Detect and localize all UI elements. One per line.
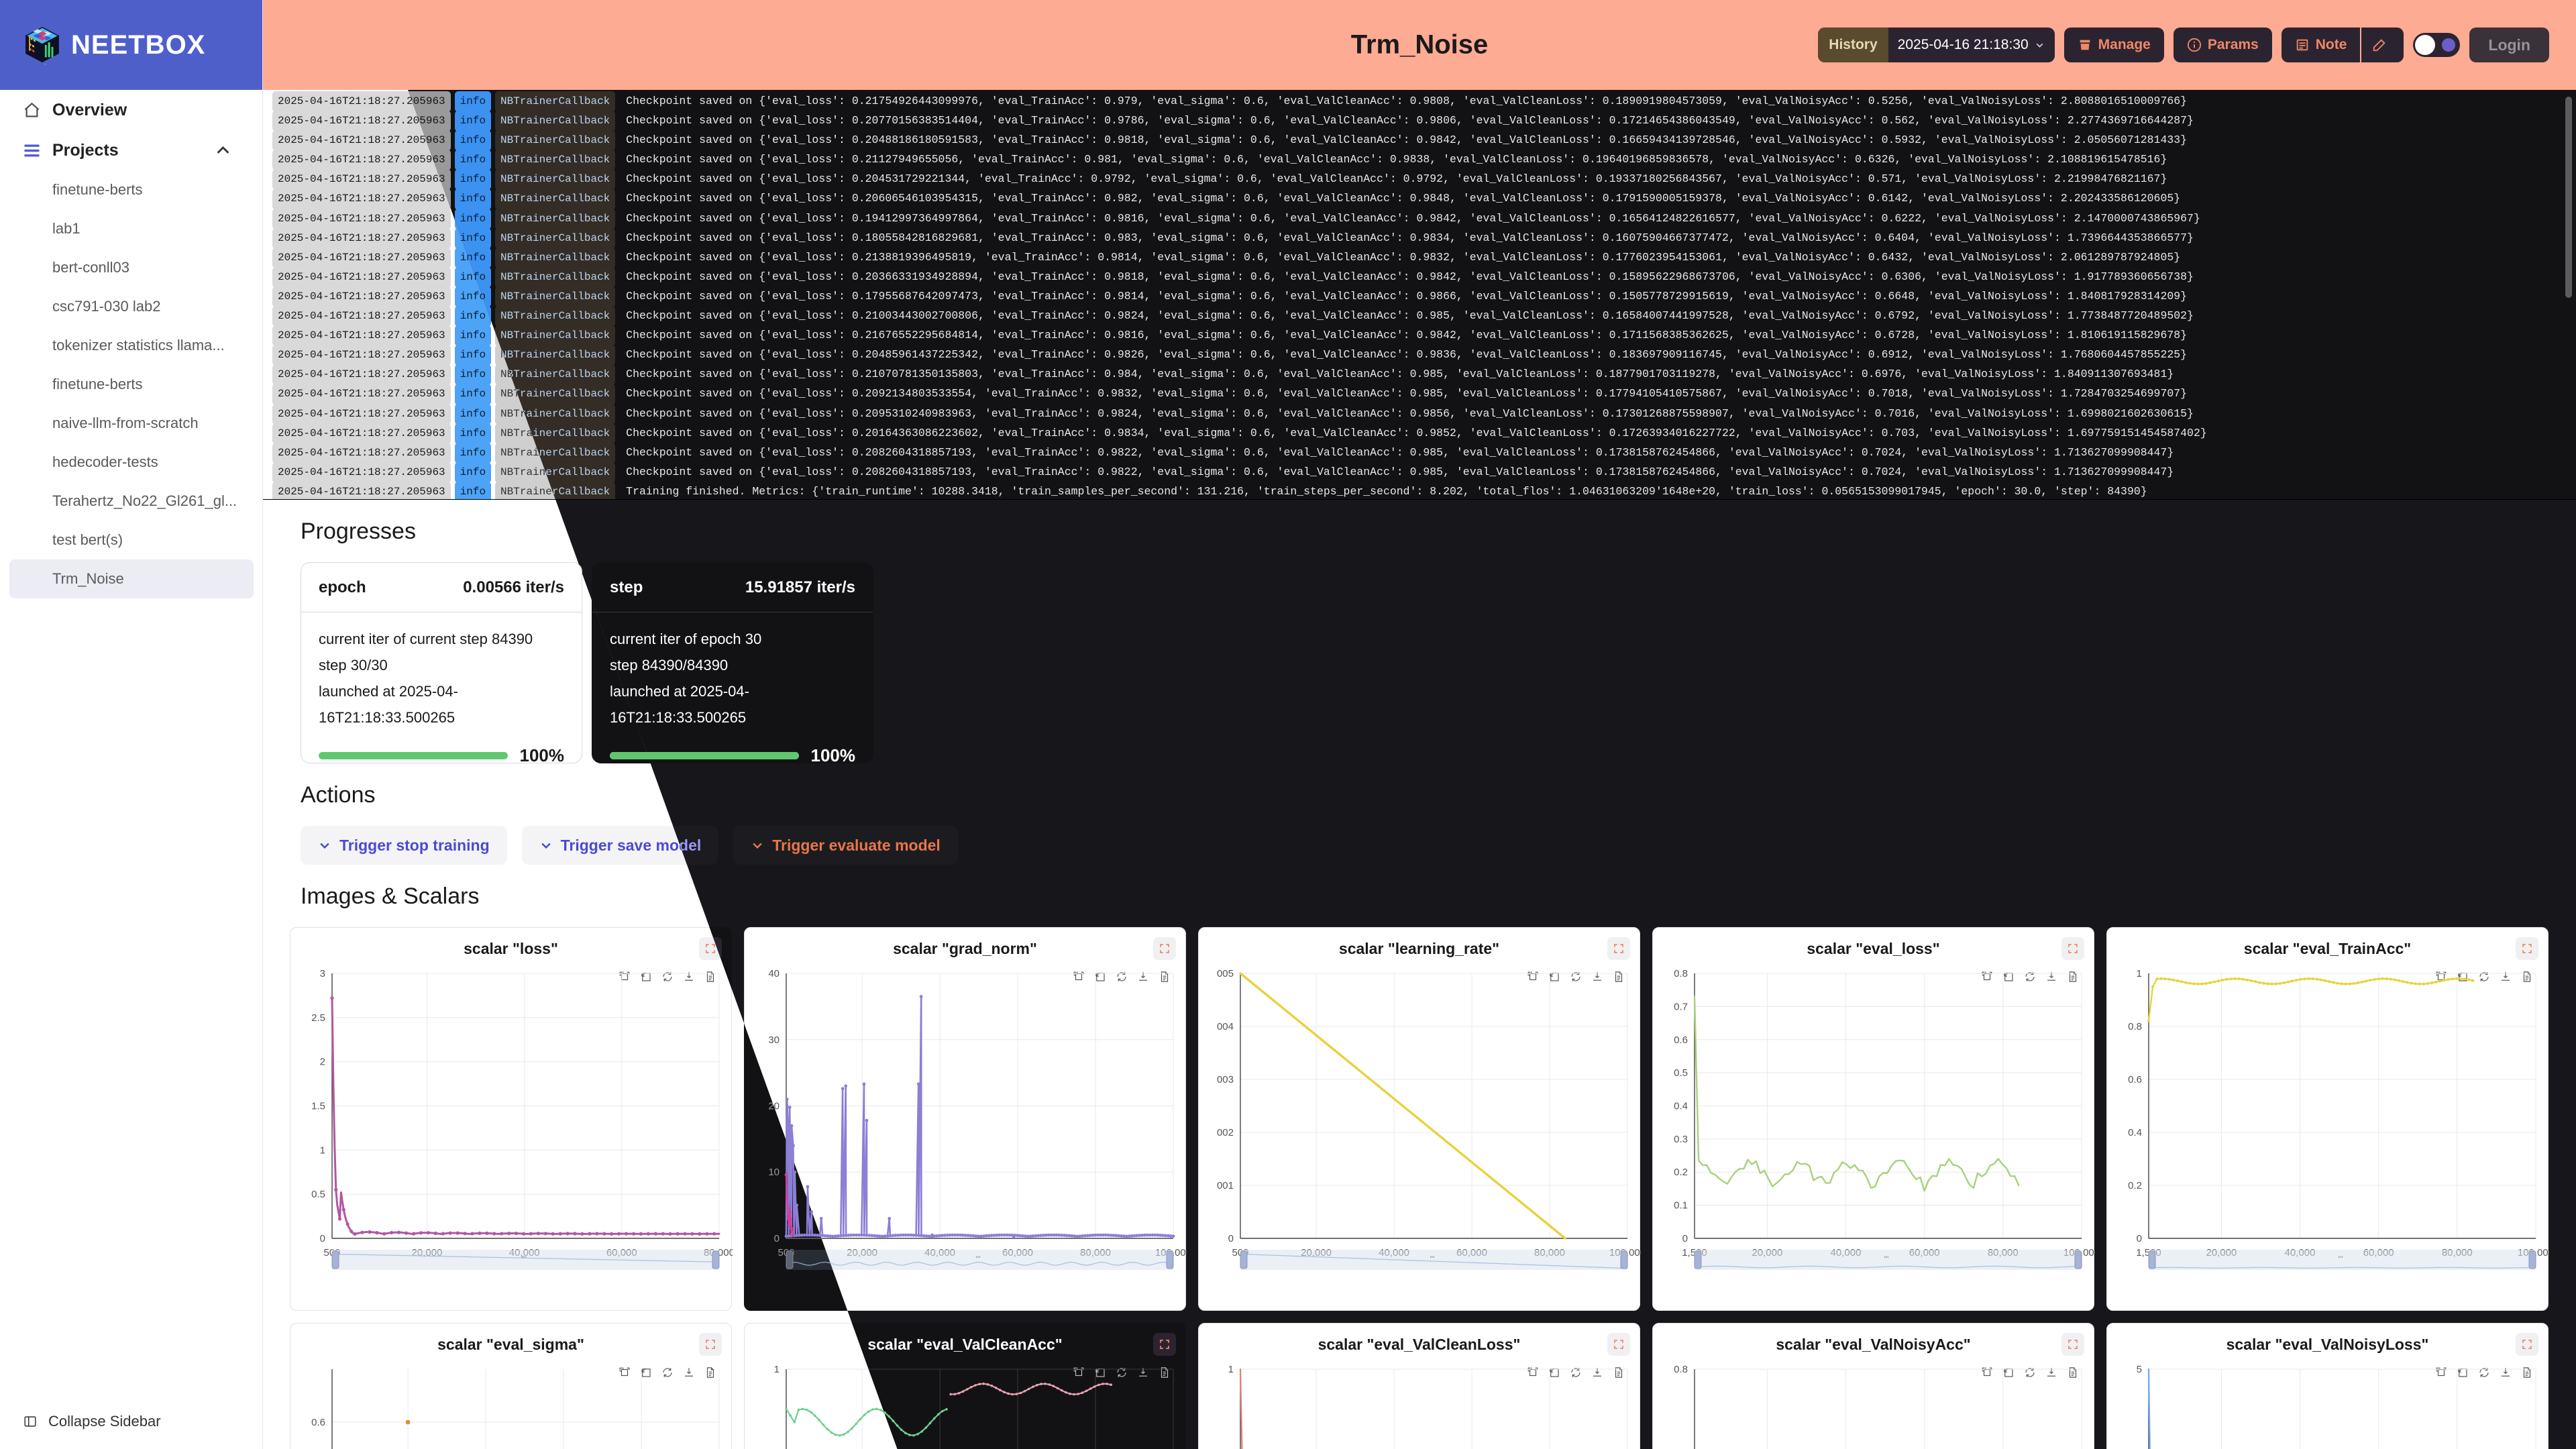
svg-text:005: 005 xyxy=(1217,968,1234,979)
svg-text:2: 2 xyxy=(320,1057,325,1068)
svg-text:''': ''' xyxy=(522,1254,527,1264)
svg-text:0.5: 0.5 xyxy=(1674,1067,1688,1079)
svg-text:40: 40 xyxy=(768,968,780,979)
svg-text:0: 0 xyxy=(1228,1233,1234,1244)
svg-text:0.6: 0.6 xyxy=(2128,1074,2142,1085)
svg-text:0.2: 0.2 xyxy=(2128,1180,2142,1191)
svg-text:10: 10 xyxy=(768,1167,780,1178)
svg-text:5: 5 xyxy=(2137,1364,2142,1375)
svg-text:0.6: 0.6 xyxy=(311,1417,325,1428)
svg-text:001: 001 xyxy=(1217,1180,1234,1191)
svg-text:3: 3 xyxy=(320,968,325,979)
svg-text:0.8: 0.8 xyxy=(1674,968,1688,979)
svg-text:''': ''' xyxy=(1884,1254,1889,1264)
svg-text:1.5: 1.5 xyxy=(311,1101,325,1112)
svg-text:''': ''' xyxy=(2339,1254,2343,1264)
svg-text:1: 1 xyxy=(774,1364,780,1375)
svg-text:0: 0 xyxy=(2137,1233,2142,1244)
svg-text:''': ''' xyxy=(976,1254,981,1264)
svg-text:0: 0 xyxy=(774,1233,780,1244)
svg-text:004: 004 xyxy=(1217,1021,1234,1032)
svg-text:30: 30 xyxy=(768,1034,780,1046)
svg-text:0.3: 0.3 xyxy=(1674,1134,1688,1145)
svg-text:003: 003 xyxy=(1217,1074,1234,1085)
svg-text:0.7: 0.7 xyxy=(1674,1001,1688,1012)
svg-text:0.4: 0.4 xyxy=(1674,1101,1688,1112)
svg-text:0: 0 xyxy=(1682,1233,1688,1244)
svg-text:1: 1 xyxy=(2137,968,2142,979)
svg-text:0.2: 0.2 xyxy=(1674,1167,1688,1178)
svg-text:0: 0 xyxy=(320,1233,325,1244)
svg-text:0.6: 0.6 xyxy=(1674,1034,1688,1046)
svg-text:2.5: 2.5 xyxy=(311,1012,325,1024)
svg-text:1: 1 xyxy=(1228,1364,1234,1375)
svg-text:002: 002 xyxy=(1217,1127,1234,1138)
svg-text:0.8: 0.8 xyxy=(2128,1021,2142,1032)
svg-text:0.5: 0.5 xyxy=(311,1189,325,1200)
svg-text:0.1: 0.1 xyxy=(1674,1200,1688,1212)
svg-text:0.4: 0.4 xyxy=(2128,1127,2142,1138)
svg-text:1: 1 xyxy=(320,1144,325,1156)
svg-text:''': ''' xyxy=(1430,1254,1435,1264)
svg-text:0.8: 0.8 xyxy=(1674,1364,1688,1375)
